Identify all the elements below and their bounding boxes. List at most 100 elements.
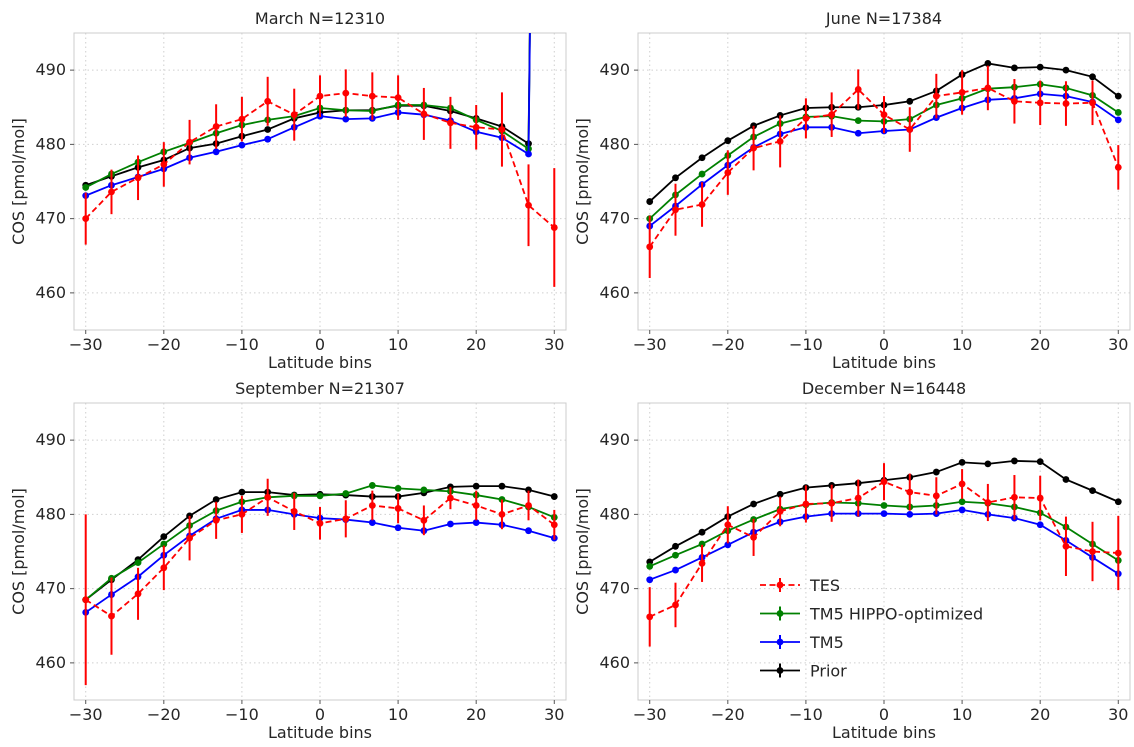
data-point <box>1062 100 1070 107</box>
y-axis-label: COS [pmol/mol] <box>9 118 28 245</box>
data-point <box>984 84 992 92</box>
data-point <box>1114 549 1122 557</box>
data-point <box>394 524 402 532</box>
data-point <box>472 519 480 526</box>
data-point <box>776 508 784 515</box>
data-point <box>932 92 940 100</box>
y-tick-label: 470 <box>35 209 66 228</box>
chart-panel-0: −30 −20 −10 0 10 20 30 460 470 480 490 March N=1231… <box>9 9 567 372</box>
x-tick-label: −20 <box>147 335 181 354</box>
data-point <box>212 516 220 524</box>
data-point <box>1114 109 1122 116</box>
data-point <box>1011 493 1018 501</box>
y-tick-label: 490 <box>35 430 66 449</box>
data-point <box>447 494 454 502</box>
data-point <box>1089 73 1096 81</box>
data-point <box>958 498 966 506</box>
y-tick-label: 480 <box>599 504 630 523</box>
data-point <box>472 123 480 131</box>
plot-area <box>646 457 1122 647</box>
data-point <box>264 97 272 105</box>
chart-panel-3: −30 −20 −10 0 10 20 30 460 470 480 490 December N=1… <box>573 379 1131 742</box>
data-point <box>212 123 220 130</box>
series-tes <box>82 69 558 287</box>
y-tick-label: 460 <box>35 653 66 672</box>
x-tick-label: 10 <box>388 705 408 724</box>
x-tick-label: 30 <box>1108 705 1128 724</box>
data-point <box>984 460 992 468</box>
data-point <box>1062 476 1070 483</box>
data-point <box>880 478 888 486</box>
data-point <box>394 484 402 492</box>
data-point <box>1062 66 1070 74</box>
data-point <box>906 97 914 105</box>
x-tick-label: −20 <box>147 705 181 724</box>
data-point <box>672 551 679 559</box>
data-point <box>342 490 350 497</box>
data-point <box>1011 64 1018 72</box>
data-point <box>1036 99 1044 107</box>
x-tick-label: −10 <box>789 335 823 354</box>
x-tick-label: 30 <box>544 705 564 724</box>
legend-marker <box>776 638 784 646</box>
y-tick-label: 480 <box>599 134 630 153</box>
data-point <box>290 508 298 515</box>
data-point <box>82 184 90 191</box>
data-point <box>498 510 506 518</box>
data-point <box>646 562 654 570</box>
data-point <box>316 519 324 527</box>
legend-label: TM5 <box>809 633 844 652</box>
data-point <box>880 502 888 509</box>
data-point <box>160 161 168 168</box>
data-point <box>750 533 757 541</box>
data-point <box>724 137 732 145</box>
data-point <box>1011 457 1018 465</box>
data-point <box>447 119 454 127</box>
y-tick-label: 470 <box>599 209 630 228</box>
data-point <box>316 92 324 100</box>
data-point <box>672 566 679 574</box>
data-point <box>550 493 558 500</box>
data-point <box>160 533 168 541</box>
data-point <box>672 174 679 182</box>
chart-panel-1: −30 −20 −10 0 10 20 30 460 470 480 490 June N=17384… <box>573 9 1131 372</box>
data-point <box>1114 163 1122 171</box>
data-point <box>698 559 706 567</box>
data-point <box>550 521 558 529</box>
data-point <box>672 206 679 214</box>
data-point <box>134 174 142 182</box>
data-point <box>238 115 246 123</box>
y-tick-label: 480 <box>35 134 66 153</box>
x-tick-label: 0 <box>879 335 889 354</box>
data-point <box>724 541 732 549</box>
data-point <box>828 499 836 507</box>
data-point <box>880 111 888 119</box>
data-point <box>186 534 193 542</box>
legend-marker <box>776 667 784 674</box>
data-point <box>82 596 90 604</box>
plot-area <box>82 478 558 686</box>
data-point <box>525 486 532 494</box>
data-point <box>828 111 836 119</box>
data-point <box>750 144 757 152</box>
x-tick-label: 30 <box>1108 335 1128 354</box>
x-tick-label: −30 <box>633 335 667 354</box>
data-point <box>672 542 679 550</box>
data-point <box>958 506 966 514</box>
data-point <box>342 115 350 123</box>
data-point <box>750 500 757 508</box>
data-point <box>108 188 115 196</box>
series-tes <box>646 65 1122 279</box>
data-point <box>498 482 506 490</box>
legend-item: TES <box>760 576 840 595</box>
chart-title: March N=12310 <box>255 9 385 28</box>
x-tick-label: 10 <box>952 705 972 724</box>
data-point <box>1089 548 1096 555</box>
data-point <box>1114 116 1122 124</box>
legend-item: Prior <box>760 662 847 681</box>
data-point <box>160 540 168 548</box>
chart-title: September N=21307 <box>235 379 405 398</box>
y-tick-label: 460 <box>35 283 66 302</box>
data-point <box>134 559 142 567</box>
data-point <box>1089 487 1096 495</box>
